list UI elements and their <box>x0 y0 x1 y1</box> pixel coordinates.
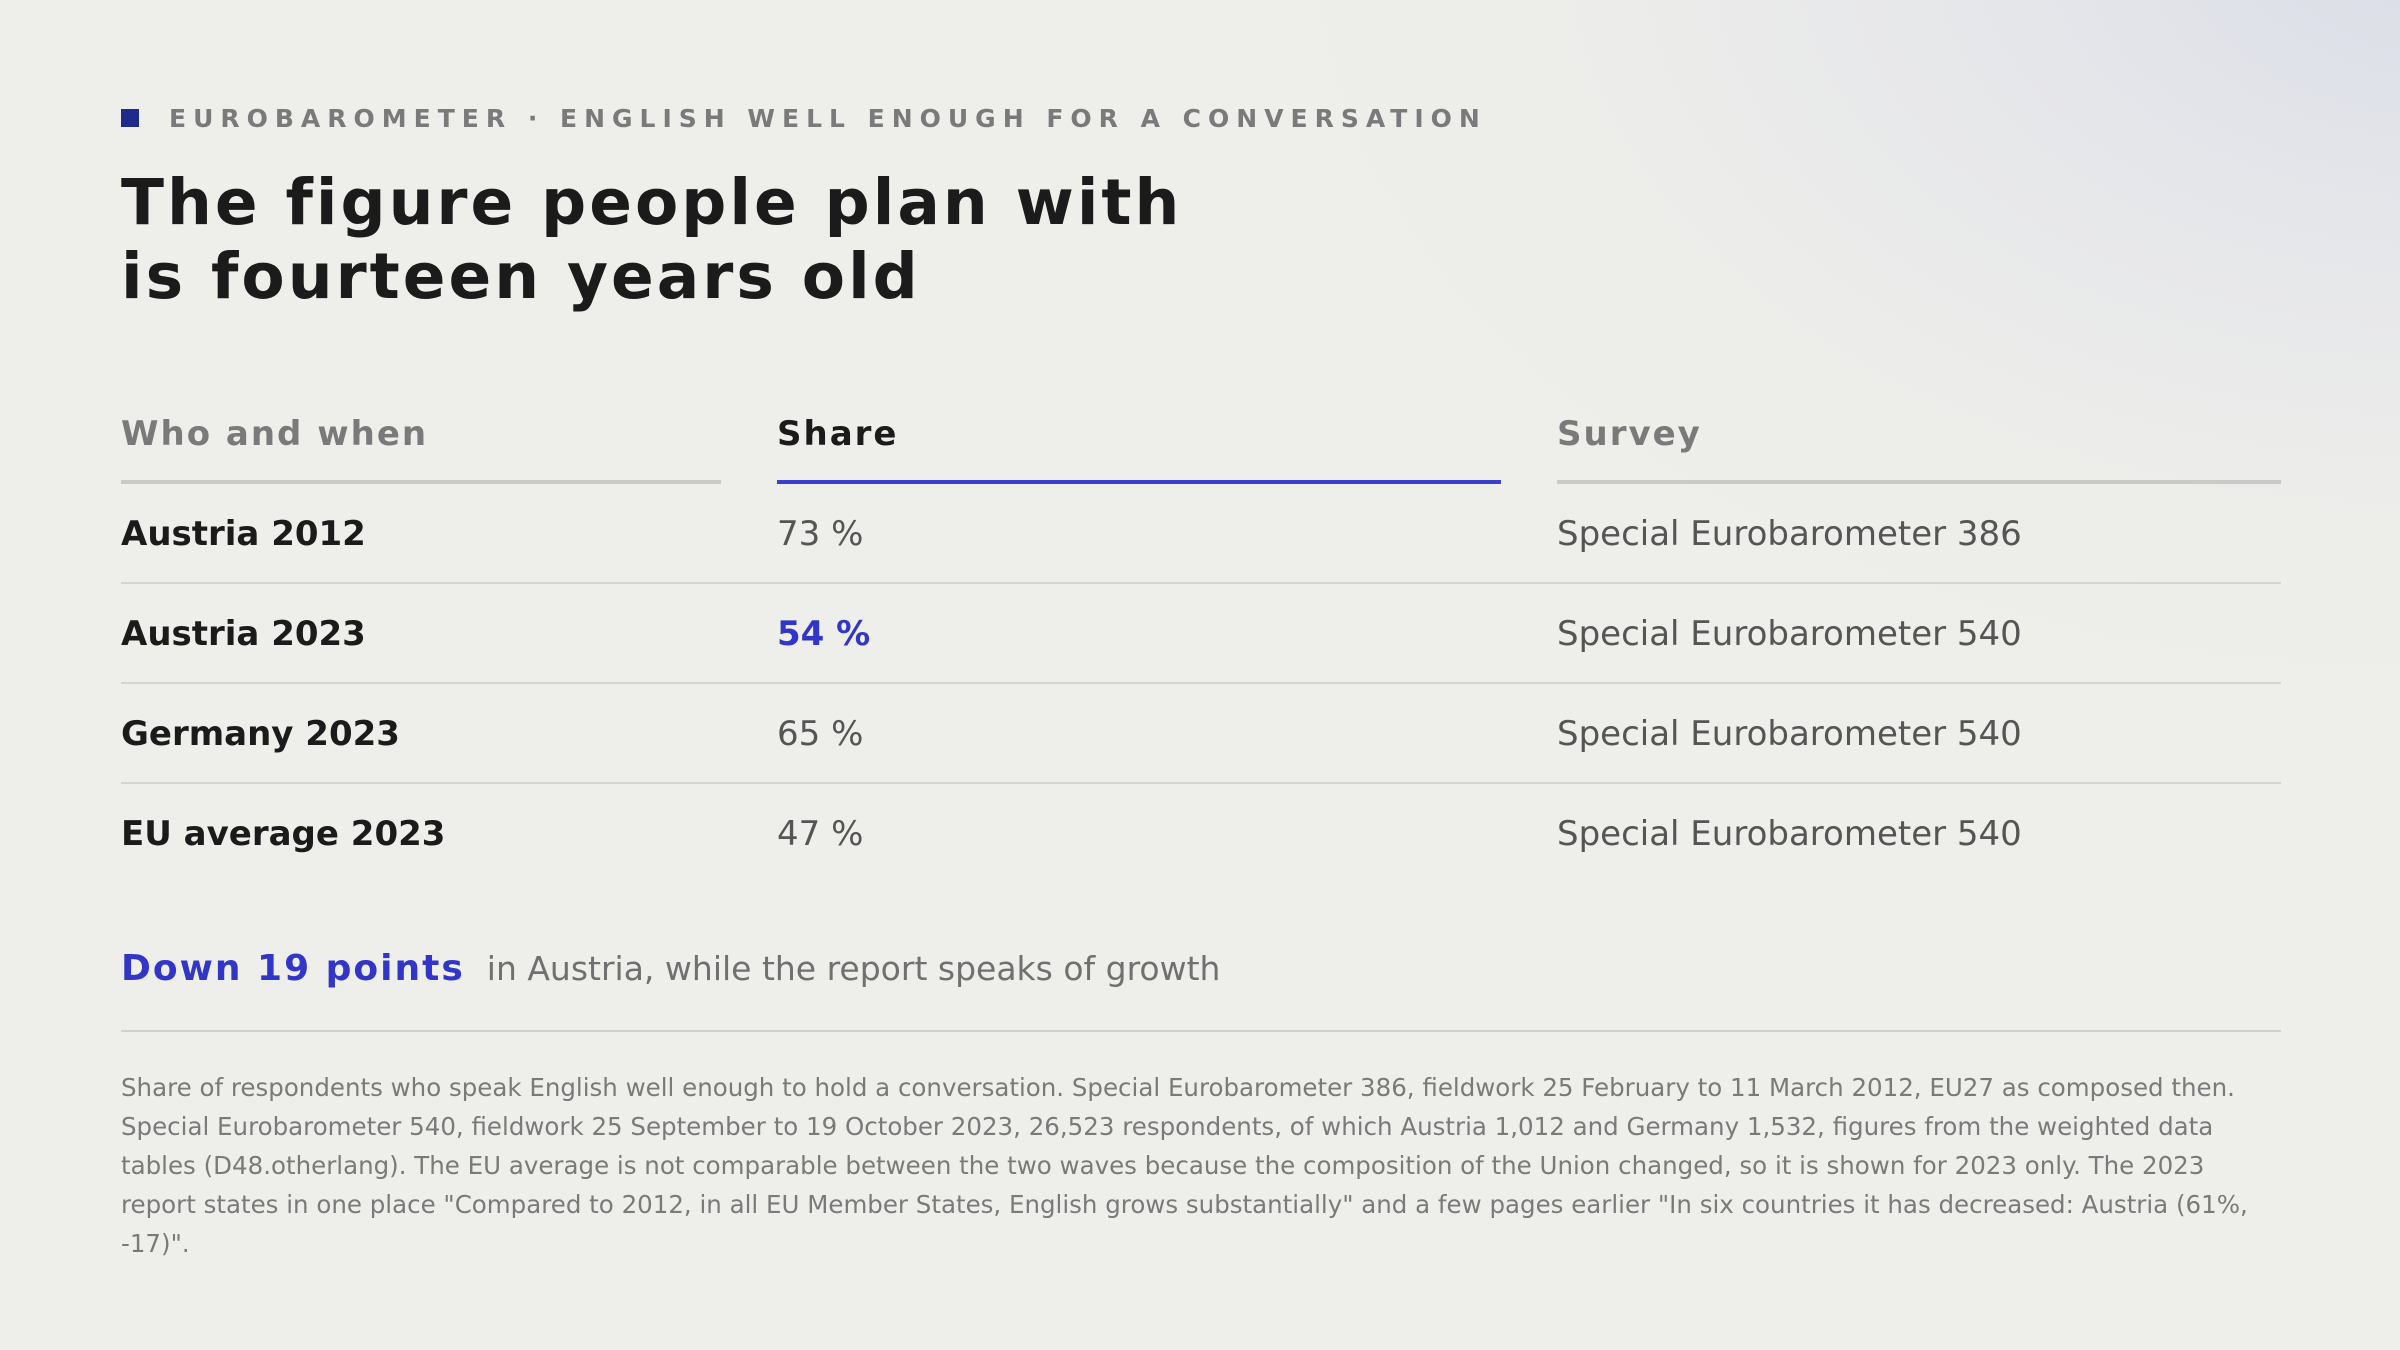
cell-survey: Special Eurobarometer 386 <box>1557 514 2022 554</box>
table-row: Austria 2023 54 % Special Eurobarometer … <box>121 584 2281 684</box>
cell-survey: Special Eurobarometer 540 <box>1557 814 2022 854</box>
table-header: Who and when Share Survey <box>121 400 2281 484</box>
page: EUROBAROMETER · ENGLISH WELL ENOUGH FOR … <box>121 0 2281 1350</box>
table-row: Germany 2023 65 % Special Eurobarometer … <box>121 684 2281 784</box>
callout-text: in Austria, while the report speaks of g… <box>486 949 1221 988</box>
page-title: The figure people plan with is fourteen … <box>121 166 1521 314</box>
cell-share: 73 % <box>777 514 864 554</box>
header-survey: Survey <box>1557 400 2281 484</box>
header-who-and-when: Who and when <box>121 400 721 484</box>
cell-who: Austria 2012 <box>121 514 366 554</box>
table-row: EU average 2023 47 % Special Eurobaromet… <box>121 784 2281 884</box>
cell-survey: Special Eurobarometer 540 <box>1557 614 2022 654</box>
header-share: Share <box>777 400 1501 484</box>
title-line-1: The figure people plan with <box>121 166 1183 239</box>
survey-table: Who and when Share Survey Austria 2012 7… <box>121 400 2281 884</box>
kicker-square-icon <box>121 109 139 127</box>
divider <box>121 1030 2281 1032</box>
cell-share-highlighted: 54 % <box>777 614 871 654</box>
kicker-text: EUROBAROMETER · ENGLISH WELL ENOUGH FOR … <box>169 103 1487 133</box>
callout-highlight: Down 19 points <box>121 948 465 989</box>
cell-share: 65 % <box>777 714 864 754</box>
callout: Down 19 points in Austria, while the rep… <box>121 948 1220 1004</box>
cell-who: EU average 2023 <box>121 814 446 854</box>
cell-survey: Special Eurobarometer 540 <box>1557 714 2022 754</box>
cell-share: 47 % <box>777 814 864 854</box>
title-line-2: is fourteen years old <box>121 240 921 313</box>
table-row: Austria 2012 73 % Special Eurobarometer … <box>121 484 2281 584</box>
kicker: EUROBAROMETER · ENGLISH WELL ENOUGH FOR … <box>121 103 1487 133</box>
cell-who: Germany 2023 <box>121 714 400 754</box>
footnote: Share of respondents who speak English w… <box>121 1073 2248 1258</box>
cell-who: Austria 2023 <box>121 614 366 654</box>
